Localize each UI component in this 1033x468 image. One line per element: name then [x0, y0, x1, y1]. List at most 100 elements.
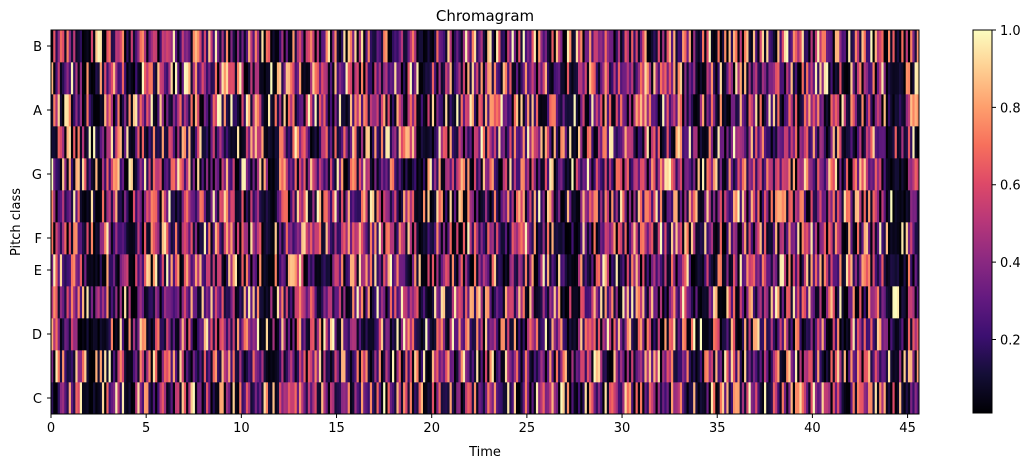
heatmap-cell	[706, 94, 709, 127]
heatmap-cell	[299, 190, 302, 223]
heatmap-cell	[896, 318, 900, 351]
heatmap-cell	[51, 382, 54, 415]
heatmap-cell	[228, 94, 231, 127]
heatmap-cell	[400, 94, 404, 127]
heatmap-cell	[369, 382, 373, 415]
heatmap-cell	[850, 222, 853, 255]
heatmap-cell	[201, 254, 205, 287]
heatmap-cell	[170, 94, 174, 127]
heatmap-cell	[279, 94, 282, 127]
heatmap-cell	[327, 382, 331, 415]
heatmap-cell	[562, 126, 566, 159]
heatmap-cell	[352, 158, 355, 191]
heatmap-cell	[407, 62, 411, 95]
heatmap-cell	[194, 382, 198, 415]
heatmap-cell	[744, 62, 747, 95]
heatmap-cell	[808, 222, 811, 255]
heatmap-cell	[589, 62, 592, 95]
heatmap-cell	[68, 382, 72, 415]
heatmap-cell	[735, 318, 738, 351]
heatmap-cell	[146, 382, 149, 415]
heatmap-cell	[671, 350, 674, 383]
heatmap-cell	[730, 222, 734, 255]
heatmap-cell	[509, 222, 512, 255]
heatmap-cell	[573, 286, 577, 319]
heatmap-cell	[690, 254, 694, 287]
heatmap-cell	[518, 286, 521, 319]
heatmap-cell	[702, 286, 705, 319]
heatmap-cell	[201, 126, 205, 159]
heatmap-cell	[597, 286, 601, 319]
heatmap-cell	[210, 318, 213, 351]
heatmap-cell	[578, 94, 581, 127]
heatmap-cell	[170, 158, 174, 191]
heatmap-cell	[662, 222, 665, 255]
heatmap-cell	[637, 350, 641, 383]
heatmap-cell	[480, 350, 484, 383]
heatmap-cell	[228, 350, 231, 383]
heatmap-cell	[108, 94, 112, 127]
heatmap-cell	[150, 94, 154, 127]
heatmap-cell	[664, 318, 667, 351]
heatmap-cell	[376, 30, 380, 63]
heatmap-cell	[655, 222, 659, 255]
heatmap-cell	[132, 286, 136, 319]
heatmap-cell	[197, 62, 200, 95]
heatmap-cell	[447, 158, 450, 191]
heatmap-cell	[894, 382, 898, 415]
heatmap-cell	[914, 222, 918, 255]
heatmap-cell	[86, 318, 89, 351]
heatmap-cell	[702, 30, 705, 63]
heatmap-cell	[633, 318, 636, 351]
heatmap-cell	[188, 190, 191, 223]
heatmap-cell	[496, 222, 499, 255]
heatmap-cell	[524, 126, 528, 159]
heatmap-cell	[865, 158, 869, 191]
heatmap-cell	[150, 62, 154, 95]
heatmap-cell	[848, 382, 851, 415]
heatmap-cell	[868, 318, 871, 351]
heatmap-cell	[750, 254, 754, 287]
heatmap-cell	[228, 126, 231, 159]
heatmap-cell	[398, 222, 402, 255]
heatmap-cell	[465, 350, 468, 383]
heatmap-cell	[888, 126, 891, 159]
heatmap-cell	[659, 318, 663, 351]
heatmap-cell	[225, 158, 229, 191]
heatmap-cell	[615, 62, 619, 95]
heatmap-cell	[99, 254, 103, 287]
heatmap-cell	[250, 254, 253, 287]
heatmap-cell	[888, 350, 891, 383]
heatmap-cell	[781, 158, 785, 191]
heatmap-cell	[518, 126, 521, 159]
heatmap-cell	[152, 158, 156, 191]
heatmap-cell	[281, 286, 284, 319]
heatmap-cell	[228, 286, 231, 319]
heatmap-cell	[254, 254, 258, 287]
heatmap-cell	[243, 350, 247, 383]
heatmap-cell	[132, 254, 136, 287]
heatmap-cell	[467, 126, 470, 159]
heatmap-cell	[294, 62, 298, 95]
heatmap-cell	[303, 190, 306, 223]
heatmap-cell	[126, 254, 129, 287]
heatmap-cell	[834, 254, 838, 287]
heatmap-cell	[682, 30, 685, 63]
heatmap-cell	[168, 94, 171, 127]
heatmap-cell	[682, 158, 685, 191]
heatmap-cell	[217, 254, 220, 287]
heatmap-cell	[491, 190, 495, 223]
heatmap-cell	[139, 318, 143, 351]
heatmap-cell	[757, 126, 760, 159]
heatmap-cell	[890, 318, 893, 351]
heatmap-cell	[657, 350, 661, 383]
heatmap-cell	[141, 222, 145, 255]
heatmap-cell	[429, 158, 433, 191]
heatmap-cell	[287, 30, 291, 63]
heatmap-cell	[436, 30, 439, 63]
heatmap-cell	[66, 350, 70, 383]
heatmap-cell	[876, 30, 880, 63]
heatmap-cell	[695, 62, 698, 95]
heatmap-cell	[586, 318, 590, 351]
heatmap-cell	[345, 286, 349, 319]
